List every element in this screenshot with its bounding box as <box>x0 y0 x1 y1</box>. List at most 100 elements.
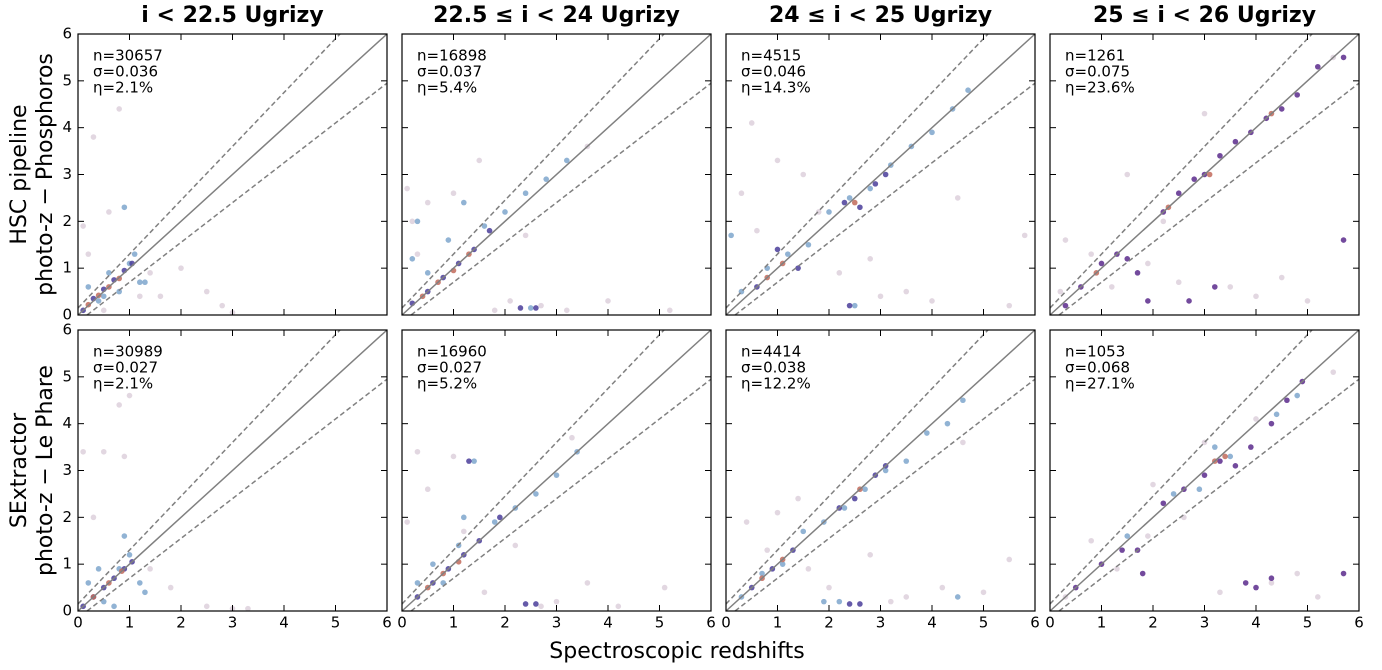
point <box>1124 533 1131 539</box>
x-tick-label: 1 <box>449 614 459 632</box>
point <box>1186 298 1192 304</box>
stat-annotation: σ=0.036 <box>93 63 158 81</box>
point <box>903 458 910 464</box>
point <box>929 129 935 136</box>
point <box>203 603 210 610</box>
outlier-line <box>410 378 712 612</box>
point <box>1278 106 1285 112</box>
point <box>1021 232 1028 239</box>
point <box>1217 458 1223 464</box>
point <box>203 288 210 295</box>
y-tick-label: 0 <box>62 306 72 324</box>
point <box>414 251 421 257</box>
point <box>980 589 987 596</box>
point <box>1006 302 1013 309</box>
point <box>1217 589 1223 596</box>
point <box>867 185 873 192</box>
outlier-line <box>410 82 712 316</box>
point <box>1201 472 1208 478</box>
point <box>80 448 86 455</box>
point <box>502 209 508 215</box>
identity-line <box>77 329 388 612</box>
point <box>960 439 966 446</box>
point <box>754 227 760 234</box>
point <box>748 120 755 126</box>
outlier-line <box>1049 33 1313 309</box>
stat-annotation: η=12.2% <box>741 375 811 393</box>
point <box>615 603 622 610</box>
point <box>414 580 421 586</box>
point <box>867 552 873 558</box>
point <box>1268 575 1275 582</box>
point <box>862 486 868 493</box>
point <box>795 495 801 502</box>
identity-line <box>725 33 1036 316</box>
point <box>1088 537 1094 544</box>
point <box>147 270 153 276</box>
point <box>466 458 472 464</box>
point <box>1006 556 1013 563</box>
point <box>111 603 117 610</box>
point <box>1201 110 1208 117</box>
point <box>1212 444 1218 450</box>
panel-title: 22.5 ≤ i < 24 Ugrizy <box>433 3 680 28</box>
point <box>667 307 673 314</box>
point <box>100 448 107 455</box>
point <box>841 199 848 206</box>
point <box>167 584 174 591</box>
point <box>1253 584 1259 591</box>
x-tick-label: 3 <box>876 614 886 632</box>
stat-annotation: n=16960 <box>417 343 487 361</box>
point <box>1191 176 1197 182</box>
point <box>1057 288 1064 295</box>
point <box>1145 298 1151 304</box>
stat-annotation: σ=0.068 <box>1065 359 1130 377</box>
point <box>882 171 889 178</box>
point <box>1206 171 1213 178</box>
point <box>476 157 483 164</box>
y-tick-label: 0 <box>62 602 72 620</box>
point <box>1119 547 1125 553</box>
point <box>137 279 143 286</box>
stat-annotation: n=4414 <box>741 343 801 361</box>
point <box>1268 580 1275 586</box>
y-tick-label: 5 <box>62 71 72 89</box>
point <box>1062 302 1069 309</box>
point <box>522 232 529 239</box>
x-tick-label: 2 <box>500 614 510 632</box>
x-tick-label: 1 <box>773 614 783 632</box>
point <box>774 157 781 164</box>
point <box>90 134 97 140</box>
point <box>450 453 457 460</box>
point <box>924 430 930 436</box>
point <box>569 434 575 441</box>
point <box>178 265 184 271</box>
point <box>533 601 539 607</box>
point <box>821 598 827 605</box>
x-tick-label: 4 <box>927 614 937 632</box>
point <box>1160 500 1167 507</box>
point <box>846 195 853 201</box>
point <box>142 279 148 286</box>
point <box>481 589 488 596</box>
point <box>857 204 863 211</box>
point <box>1253 416 1259 422</box>
point <box>543 176 549 182</box>
point <box>857 601 863 607</box>
point <box>1098 260 1105 267</box>
x-tick-label: 3 <box>228 614 238 632</box>
x-tick-label: 2 <box>824 614 834 632</box>
point <box>564 307 570 314</box>
point <box>738 190 745 197</box>
point <box>826 209 832 215</box>
y-tick-label: 6 <box>62 25 72 43</box>
point <box>522 601 529 607</box>
outlier-line <box>77 33 341 309</box>
point <box>126 552 133 558</box>
point <box>553 472 560 478</box>
point <box>954 594 961 600</box>
